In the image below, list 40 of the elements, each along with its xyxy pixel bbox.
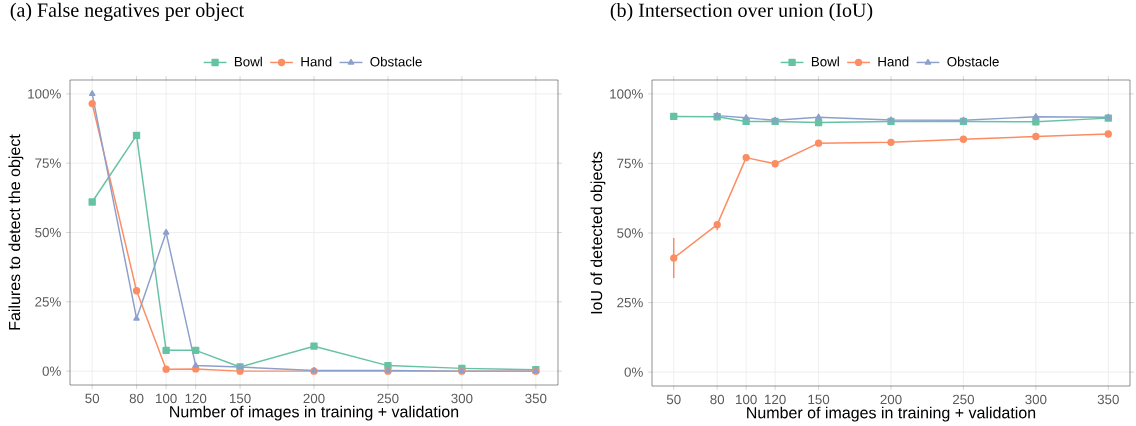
x-tick-label: 80 <box>129 393 144 404</box>
x-tick-label: 150 <box>808 394 830 405</box>
y-tick-label: 25% <box>617 297 643 308</box>
x-tick-label: 120 <box>765 394 786 405</box>
x-tick-label: 120 <box>185 393 207 404</box>
x-tick-label: 350 <box>1097 394 1119 405</box>
x-tick-label: 200 <box>880 394 902 405</box>
y-axis-title: IoU of detected objects <box>590 151 606 314</box>
legend-label: Hand <box>878 56 909 67</box>
x-tick-label: 300 <box>1025 394 1047 405</box>
x-tick-label: 80 <box>710 394 725 405</box>
x-tick-label: 250 <box>952 394 975 405</box>
y-tick-label: 0% <box>624 367 643 377</box>
x-axis-title: Number of images in training + validation <box>170 405 459 421</box>
x-axis-title: Number of images in training + validation <box>747 406 1036 422</box>
x-tick-label: 250 <box>377 393 399 404</box>
legend-label: Hand <box>301 56 332 67</box>
legend-label: Bowl <box>234 56 262 67</box>
x-tick-label: 200 <box>303 393 325 404</box>
y-tick-label: 100% <box>610 89 643 99</box>
y-tick-label: 75% <box>35 158 61 168</box>
x-tick-label: 50 <box>85 393 100 404</box>
legend-label: Bowl <box>811 56 839 67</box>
legend-label: Obstacle <box>947 56 999 67</box>
x-tick-label: 150 <box>229 393 251 404</box>
x-tick-label: 100 <box>156 393 177 404</box>
y-tick-label: 75% <box>617 158 643 169</box>
y-tick-label: 0% <box>42 366 61 376</box>
x-tick-label: 350 <box>525 393 547 404</box>
chart-title: (a) False negatives per object <box>10 2 245 21</box>
x-tick-label: 50 <box>666 394 681 405</box>
y-axis-title: Failures to detect the object <box>8 134 24 330</box>
legend-label: Obstacle <box>370 56 422 67</box>
y-tick-label: 50% <box>35 227 61 238</box>
y-tick-label: 50% <box>617 228 643 238</box>
x-tick-label: 100 <box>736 394 757 405</box>
y-tick-label: 25% <box>35 297 61 307</box>
x-tick-label: 300 <box>451 393 473 404</box>
chart-title: (b) Intersection over union (IoU) <box>610 2 873 22</box>
y-tick-label: 100% <box>28 89 61 99</box>
